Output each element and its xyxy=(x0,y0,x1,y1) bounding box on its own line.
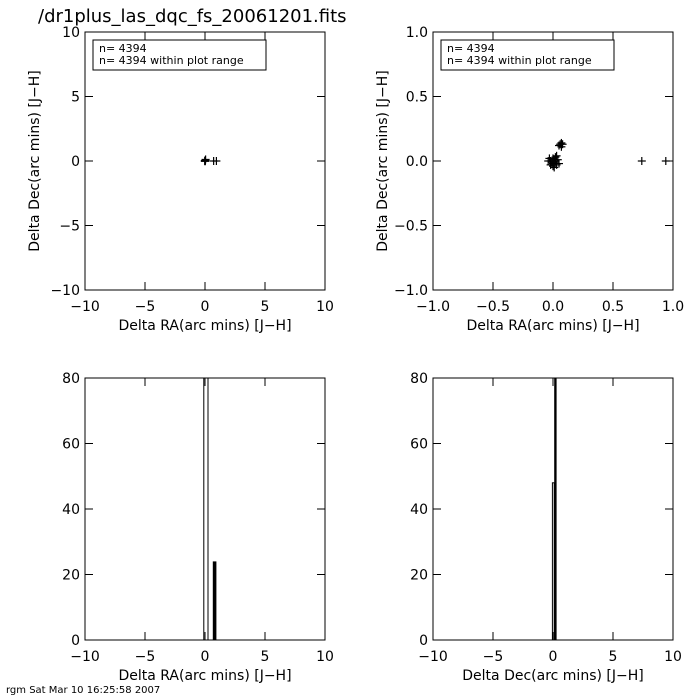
plot-frame xyxy=(84,377,326,641)
legend-entry: n= 4394 within plot range xyxy=(99,54,244,67)
y-tick-label: 0 xyxy=(419,633,428,649)
y-tick-label: 60 xyxy=(410,437,428,453)
x-tick-label: 0.0 xyxy=(542,299,564,315)
x-tick-label: 0 xyxy=(549,649,558,665)
x-axis-label: Delta RA(arc mins) [J−H] xyxy=(118,668,291,684)
x-tick-label: 10 xyxy=(316,299,334,315)
data-point xyxy=(555,159,563,168)
data-point xyxy=(551,153,560,162)
legend-entry: n= 4394 xyxy=(447,42,495,55)
legend-box xyxy=(92,39,267,71)
legend-entry: n= 4394 xyxy=(99,42,147,55)
x-tick-label: 5 xyxy=(261,649,270,665)
x-tick-label: 5 xyxy=(261,299,270,315)
x-tick-label: 1.0 xyxy=(662,299,684,315)
y-tick-label: 0 xyxy=(71,633,80,649)
x-tick-label: −5 xyxy=(483,649,504,665)
legend-box xyxy=(440,39,615,71)
x-tick-label: −5 xyxy=(135,649,156,665)
data-point xyxy=(200,156,209,165)
y-tick-label: 1.0 xyxy=(406,25,428,41)
chart-panel-4: −10 −5 0 5 10 0 20 40 60 80 Delta Dec(arc mins) [J… xyxy=(410,371,682,684)
histogram-bar xyxy=(554,378,557,640)
y-tick-label: −1.0 xyxy=(394,283,428,299)
y-tick-label: −0.5 xyxy=(394,219,428,235)
x-tick-label: 0 xyxy=(201,649,210,665)
x-tick-label: 0.5 xyxy=(602,299,624,315)
x-axis-label: Delta RA(arc mins) [J−H] xyxy=(466,318,639,334)
y-tick-label: 20 xyxy=(62,568,80,584)
chart-panel-2: −1.0 −0.5 0.0 0.5 1.0 −1.0 −0.5 0.0 0.5 1.0 Delta … xyxy=(375,25,684,334)
footer-timestamp: rgm Sat Mar 10 16:25:58 2007 xyxy=(6,685,160,696)
y-tick-label: 0.0 xyxy=(406,154,428,170)
y-tick-label: 20 xyxy=(410,568,428,584)
data-point xyxy=(637,157,646,165)
x-tick-label: 0 xyxy=(201,299,210,315)
figure-title: /dr1plus_las_dqc_fs_20061201.fits xyxy=(38,6,347,27)
legend-entry: n= 4394 within plot range xyxy=(447,54,592,67)
y-axis-label: Delta Dec(arc mins) [J−H] xyxy=(27,70,43,251)
y-tick-label: 40 xyxy=(410,502,428,518)
x-axis-label: Delta Dec(arc mins) [J−H] xyxy=(462,668,643,684)
x-tick-label: −5 xyxy=(135,299,156,315)
y-tick-label: 80 xyxy=(410,371,428,387)
histogram-bar xyxy=(203,377,209,641)
data-point xyxy=(558,140,567,149)
y-tick-label: 60 xyxy=(62,437,80,453)
histogram-bar xyxy=(212,561,217,640)
data-point xyxy=(661,157,670,165)
histogram-bar xyxy=(551,482,555,641)
y-tick-label: 80 xyxy=(62,371,80,387)
y-tick-label: −10 xyxy=(50,283,80,299)
y-tick-label: −5 xyxy=(59,219,80,235)
x-tick-label: 5 xyxy=(609,649,618,665)
y-tick-label: 5 xyxy=(71,90,80,106)
y-tick-label: 10 xyxy=(62,25,80,41)
x-tick-label: −10 xyxy=(70,299,100,315)
x-tick-label: 10 xyxy=(664,649,682,665)
y-tick-label: 0.5 xyxy=(406,90,428,106)
y-axis-label: Delta Dec(arc mins) [J−H] xyxy=(375,70,391,251)
x-tick-label: −10 xyxy=(70,649,100,665)
data-point xyxy=(550,163,559,172)
chart-panel-1: −10 −5 0 5 10 −10 −5 0 5 10 Delta RA(arc mins) [J−… xyxy=(27,25,334,334)
x-tick-label: 10 xyxy=(316,649,334,665)
x-tick-label: −0.5 xyxy=(476,299,510,315)
data-point xyxy=(557,138,566,147)
data-point xyxy=(552,151,561,160)
data-point xyxy=(544,157,553,165)
x-axis-label: Delta RA(arc mins) [J−H] xyxy=(118,318,291,334)
data-point xyxy=(212,157,221,165)
plot-frame xyxy=(432,377,674,641)
y-tick-label: 40 xyxy=(62,502,80,518)
x-tick-label: −10 xyxy=(418,649,448,665)
x-tick-label: −1.0 xyxy=(416,299,450,315)
y-tick-label: 0 xyxy=(71,154,80,170)
chart-panel-3: −10 −5 0 5 10 0 20 40 60 80 Delta RA(arc mins) [J−… xyxy=(62,371,334,684)
